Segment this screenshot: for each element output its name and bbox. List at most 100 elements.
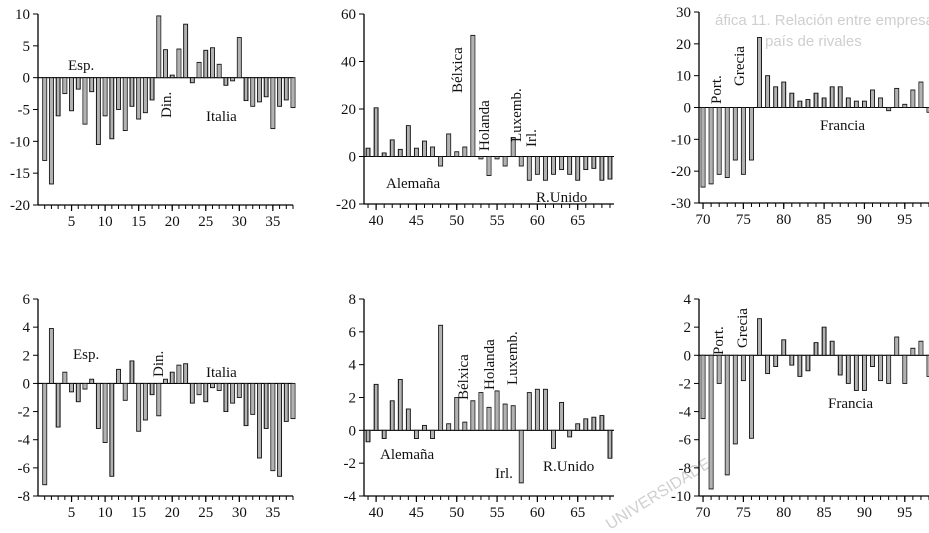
bar — [136, 382, 142, 432]
bar — [48, 328, 54, 384]
series-annotation: Alemaña — [380, 447, 434, 463]
bar — [599, 156, 605, 181]
series-annotation: Irl. — [495, 466, 513, 482]
bar — [365, 147, 371, 157]
bar — [878, 354, 884, 382]
x-tick-label: 50 — [449, 213, 464, 229]
y-tick-label: 0 — [684, 101, 692, 117]
bar — [870, 354, 875, 367]
bar — [169, 371, 175, 384]
y-tick-label: -2 — [679, 376, 692, 392]
bar — [109, 382, 115, 477]
y-tick-label: -4 — [18, 433, 31, 449]
bar — [277, 77, 283, 107]
series-annotation: R.Unido — [543, 459, 594, 475]
y-tick-label: 10 — [676, 69, 691, 85]
bar — [446, 423, 452, 431]
y-tick-label: -2 — [18, 405, 31, 421]
bar — [196, 61, 202, 79]
bar — [853, 354, 859, 391]
x-tick-label: 15 — [131, 505, 146, 521]
bar — [502, 156, 508, 167]
x-tick-label: 85 — [817, 505, 832, 521]
y-tick-label: 2 — [349, 391, 357, 407]
bar — [250, 382, 256, 415]
bar — [861, 100, 867, 108]
series-annotation: Holanda — [477, 100, 493, 151]
y-tick-label: -6 — [18, 461, 31, 477]
watermark: UNIVERSIDADE — [603, 455, 714, 533]
bar — [95, 382, 101, 429]
bar — [926, 354, 929, 377]
bar — [575, 423, 581, 431]
bar — [724, 354, 730, 476]
y-tick-label: 8 — [349, 292, 357, 308]
y-tick-label: -15 — [10, 166, 30, 182]
bar — [365, 429, 371, 443]
bar — [438, 156, 444, 167]
series-annotation: Din. — [151, 351, 167, 377]
bar — [462, 146, 468, 157]
bar — [82, 382, 88, 390]
bar — [203, 49, 209, 79]
y-tick-label: -4 — [344, 489, 357, 505]
bar — [203, 382, 209, 403]
background-header: áfica 11. Relación entre empresas con op… — [715, 12, 929, 50]
bar — [163, 49, 168, 79]
bar — [749, 354, 754, 439]
bar — [116, 368, 121, 384]
series-annotation: R.Unido — [536, 190, 587, 206]
y-tick-label: 0 — [349, 150, 357, 166]
bar — [599, 415, 605, 431]
bar — [845, 354, 851, 384]
x-tick-label: 5 — [68, 505, 76, 521]
bar — [708, 354, 714, 490]
x-tick-label: 45 — [409, 213, 424, 229]
chart-panel-3: 30 20 10 0 -10 -20 -30 70 75 80 85 90 95 Port. Grecia F… — [671, 5, 929, 228]
bar — [583, 418, 589, 431]
bar — [373, 383, 379, 431]
y-tick-label: -30 — [671, 196, 691, 212]
y-tick-label: -10 — [10, 134, 30, 150]
x-tick-label: 15 — [131, 214, 146, 230]
bar — [230, 382, 236, 404]
bar — [486, 156, 492, 176]
bar — [526, 156, 532, 181]
bar — [740, 354, 746, 382]
bar — [270, 382, 276, 472]
bar — [69, 77, 75, 112]
x-tick-label: 40 — [369, 213, 384, 229]
x-tick-label: 35 — [265, 505, 280, 521]
bar — [413, 429, 419, 439]
bar — [478, 156, 484, 160]
bar — [470, 34, 476, 157]
bar — [116, 77, 121, 110]
series-annotation: Grecia — [732, 46, 748, 86]
y-tick-label: 4 — [684, 292, 692, 308]
bar — [210, 47, 215, 79]
bar — [189, 382, 195, 404]
bar — [142, 77, 148, 114]
bar — [422, 424, 427, 431]
bar — [413, 147, 419, 157]
bar — [55, 77, 61, 117]
bar — [870, 89, 875, 108]
bar — [397, 148, 403, 157]
bar — [543, 156, 548, 181]
bar — [894, 87, 900, 108]
y-tick-label: -5 — [18, 103, 31, 119]
bar — [494, 156, 500, 160]
x-tick-label: 35 — [265, 214, 280, 230]
y-tick-label: 40 — [341, 55, 356, 71]
bar — [591, 416, 597, 431]
x-tick-label: 30 — [232, 214, 247, 230]
bar — [478, 392, 484, 431]
bar — [109, 77, 115, 140]
x-tick-label: 20 — [165, 214, 180, 230]
header-line-1: áfica 11. Relación entre empresas con op… — [715, 12, 929, 29]
bar — [510, 405, 516, 431]
series-annotation: Grecia — [735, 308, 751, 348]
x-tick-label: 75 — [736, 212, 751, 228]
